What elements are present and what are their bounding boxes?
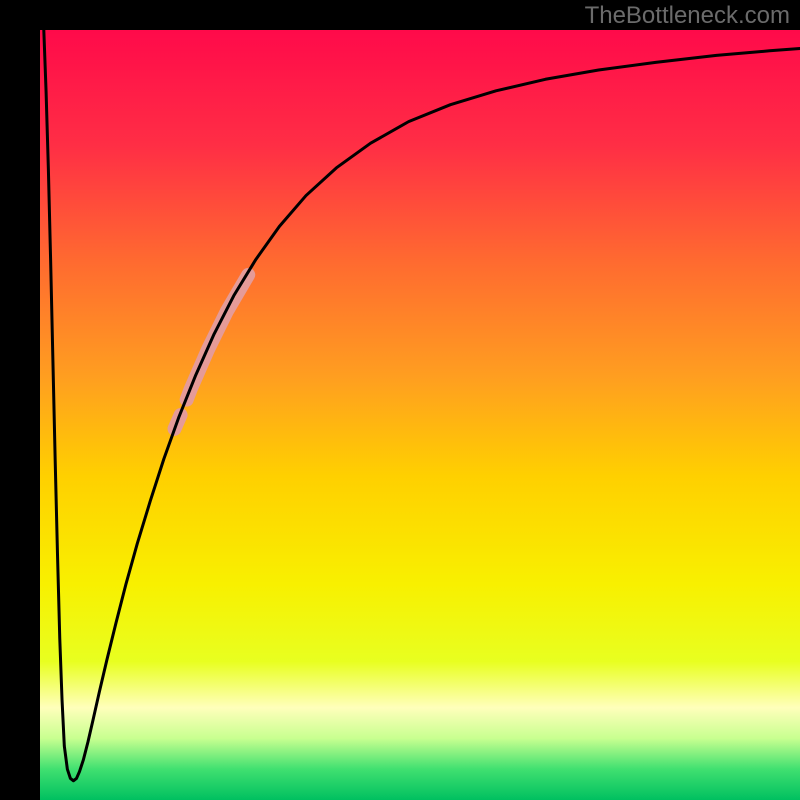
curve-layer-svg (40, 30, 800, 800)
highlight-segment-front (187, 275, 249, 400)
bottleneck-main-curve (44, 30, 800, 781)
plot-area (40, 30, 800, 800)
watermark-text: TheBottleneck.com (585, 2, 790, 30)
